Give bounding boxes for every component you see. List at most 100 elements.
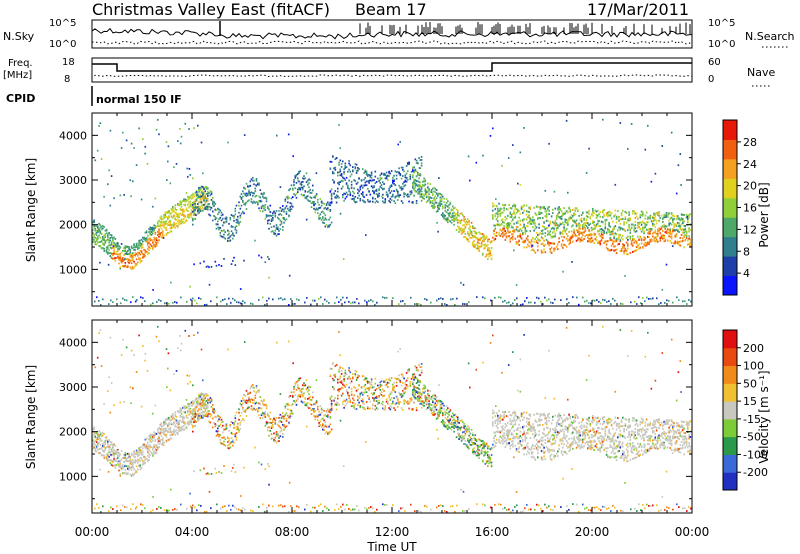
- power-cell: [335, 157, 338, 159]
- power-cell: [480, 237, 483, 239]
- power-cell: [548, 209, 550, 212]
- power-cell: [295, 196, 298, 199]
- power-cell: [475, 231, 478, 234]
- power-cell: [562, 221, 564, 224]
- power-cell: [259, 196, 262, 199]
- power-cell: [313, 207, 315, 210]
- power-cell: [165, 233, 168, 236]
- power-cell: [365, 234, 367, 236]
- power-cell: [165, 220, 168, 223]
- colorbar-swatch: [723, 197, 737, 218]
- power-cell: [600, 231, 603, 234]
- power-cell: [159, 234, 162, 237]
- power-cell: [415, 190, 418, 193]
- power-cell: [644, 300, 646, 303]
- power-cell: [632, 210, 634, 213]
- velocity-cell: [172, 417, 174, 420]
- power-cell: [420, 199, 423, 202]
- power-cell: [343, 177, 345, 180]
- power-cell: [223, 233, 225, 236]
- velocity-cell: [185, 399, 188, 401]
- power-cell: [534, 224, 537, 227]
- power-cell: [509, 211, 512, 214]
- velocity-cell: [102, 454, 104, 456]
- power-cell: [544, 232, 547, 235]
- power-cell: [100, 225, 103, 228]
- power-cell: [354, 180, 357, 182]
- power-cell: [643, 226, 645, 229]
- power-cell: [242, 201, 244, 203]
- power-cell: [664, 238, 667, 241]
- velocity-cell: [132, 461, 134, 464]
- power-cell: [670, 241, 673, 244]
- power-cell: [524, 227, 527, 230]
- power-cell: [610, 244, 613, 247]
- power-cell: [263, 191, 265, 194]
- power-cell: [333, 180, 335, 183]
- power-cell: [140, 242, 143, 245]
- power-cell: [500, 219, 503, 222]
- power-cell: [207, 195, 209, 197]
- power-cell: [540, 251, 543, 254]
- power-cell: [167, 145, 170, 148]
- power-cell: [225, 220, 228, 223]
- velocity-cell: [128, 460, 130, 462]
- power-cell: [228, 233, 230, 235]
- velocity-cell: [183, 410, 185, 413]
- power-cell: [353, 197, 355, 200]
- power-cell: [149, 229, 152, 232]
- power-cell: [614, 240, 617, 243]
- power-cell: [409, 190, 412, 193]
- power-cell: [545, 238, 548, 241]
- power-cell: [130, 267, 133, 270]
- nsearch-tick-bottom: 10^0: [708, 39, 735, 50]
- power-cell: [117, 250, 119, 252]
- power-cell: [204, 201, 207, 204]
- power-cell: [468, 227, 470, 230]
- velocity-cell: [150, 440, 153, 443]
- velocity-cell: [103, 433, 105, 435]
- power-cell: [549, 222, 552, 225]
- velocity-cell: [103, 444, 105, 447]
- power-cell: [644, 217, 647, 220]
- power-cell: [489, 249, 492, 252]
- power-cell: [189, 214, 192, 217]
- power-cell: [304, 301, 306, 304]
- power-cell: [383, 201, 385, 204]
- velocity-cell: [168, 438, 170, 441]
- power-cell: [530, 220, 533, 223]
- power-cell: [483, 237, 485, 240]
- power-cell: [522, 220, 524, 223]
- power-cell: [208, 266, 210, 269]
- power-cell: [680, 234, 683, 236]
- velocity-cell: [105, 453, 108, 456]
- power-cell: [467, 218, 469, 220]
- power-cell: [545, 215, 548, 218]
- power-cell: [555, 229, 558, 232]
- power-cell: [462, 231, 464, 234]
- power-cell: [368, 182, 370, 184]
- power-cell: [675, 218, 678, 221]
- power-cell: [468, 301, 470, 303]
- power-cell: [662, 220, 664, 223]
- power-cell: [532, 220, 534, 223]
- power-cell: [357, 181, 359, 184]
- power-cell: [615, 233, 618, 236]
- power-cell: [422, 196, 424, 199]
- power-cell: [339, 174, 342, 177]
- velocity-cell: [190, 419, 193, 422]
- power-cell: [617, 210, 619, 212]
- power-cell: [440, 203, 443, 205]
- power-cell: [158, 225, 160, 228]
- power-cell: [188, 128, 190, 130]
- power-cell: [229, 218, 232, 221]
- power-cell: [105, 239, 108, 242]
- power-cell: [413, 178, 415, 181]
- power-cell: [662, 217, 664, 220]
- power-cell: [243, 134, 246, 136]
- power-cell: [309, 188, 312, 191]
- power-cell: [260, 205, 263, 208]
- power-cell: [622, 234, 624, 237]
- power-cell: [273, 233, 275, 236]
- power-cell: [159, 225, 162, 228]
